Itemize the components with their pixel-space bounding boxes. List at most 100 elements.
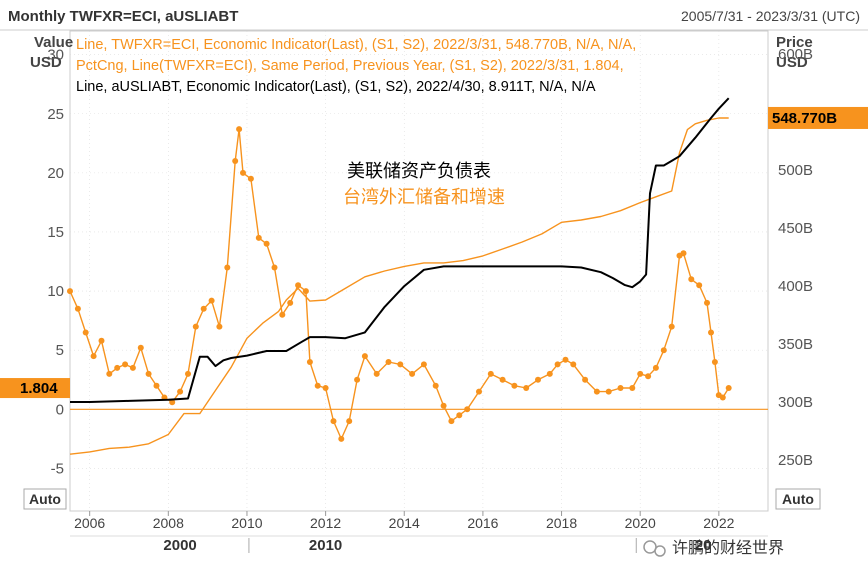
series-point — [511, 382, 518, 389]
series-point — [637, 370, 644, 377]
right-value-badge: 548.770B — [768, 106, 868, 129]
series-point — [177, 388, 184, 395]
series-point — [652, 364, 659, 371]
series-point — [440, 402, 447, 409]
left-tick-label: 0 — [56, 401, 64, 418]
left-tick-label: -5 — [51, 460, 64, 477]
series-point — [719, 394, 726, 401]
series-point — [708, 329, 714, 336]
right-value-badge-text: 548.770B — [772, 110, 837, 127]
x-tick-label: 2020 — [625, 515, 656, 531]
x-major-label: 2010 — [309, 537, 342, 554]
series-point — [711, 359, 718, 365]
left-tick-label: 30 — [47, 47, 64, 64]
right-tick-label: 350B — [778, 336, 813, 353]
legend-line-2: PctCng, Line(TWFXR=ECI), Same Period, Pr… — [76, 58, 624, 74]
series-point — [67, 288, 73, 295]
right-value-badge-bg — [768, 106, 868, 129]
left-tick-label: 15 — [47, 224, 64, 241]
series-point — [302, 288, 309, 295]
left-auto-button-label[interactable]: Auto — [29, 491, 61, 507]
left-axis-title-line1: Value — [34, 34, 73, 51]
series-point — [570, 361, 577, 368]
series-point — [314, 382, 321, 389]
left-auto-button[interactable]: Auto — [23, 488, 67, 510]
right-auto-button-label[interactable]: Auto — [782, 491, 814, 507]
legend-line-3: Line, aUSLIABT, Economic Indicator(Last)… — [76, 79, 596, 95]
header-bar — [0, 0, 868, 30]
series-point — [90, 353, 97, 360]
series-point — [523, 385, 530, 391]
left-value-badge-bg — [0, 378, 70, 399]
right-tick-label: 450B — [778, 220, 813, 237]
series-point — [456, 412, 463, 419]
right-auto-button[interactable]: Auto — [775, 488, 821, 510]
left-tick-label: 20 — [47, 165, 64, 182]
series-point — [306, 359, 313, 365]
series-point — [82, 329, 89, 336]
x-tick-label: 2018 — [546, 515, 577, 531]
series-point — [696, 282, 703, 289]
series-point — [122, 361, 129, 368]
series-point — [373, 370, 380, 377]
series-point — [397, 361, 404, 368]
x-major-label: 20 — [695, 537, 712, 554]
right-axis-title-line1: Price — [776, 34, 813, 51]
series-point — [535, 376, 541, 383]
series-point — [137, 344, 144, 351]
series-point — [74, 305, 81, 312]
x-tick-label: 2016 — [467, 515, 498, 531]
series-point — [236, 126, 243, 133]
series-point — [432, 382, 439, 389]
right-tick-label: 250B — [778, 452, 813, 469]
x-tick-label: 2012 — [310, 515, 341, 531]
series-point — [279, 311, 286, 318]
series-point — [232, 158, 239, 164]
series-point — [680, 250, 687, 257]
series-point — [98, 337, 105, 344]
series-point — [224, 264, 231, 271]
series-point — [629, 385, 636, 391]
series-layer — [67, 97, 732, 455]
watermark-text: 许鹏的财经世界 — [672, 538, 784, 557]
series-point — [725, 385, 732, 391]
annotation-fed-balance-sheet: 美联储资产负债表 — [347, 161, 491, 182]
left-tick-label: 25 — [47, 106, 64, 123]
series-point — [169, 399, 176, 406]
series-point — [668, 323, 675, 330]
chart-title: Monthly TWFXR=ECI, aUSLIABT — [8, 8, 238, 25]
x-axis-major-labels: 2000 2010 20 — [163, 537, 711, 554]
series-point — [660, 347, 667, 354]
series-point — [487, 370, 494, 377]
series-point — [338, 435, 345, 442]
series-point — [354, 376, 361, 383]
series-point — [247, 175, 254, 182]
wechat-icon — [643, 540, 657, 554]
series-point — [322, 385, 329, 391]
series-point — [240, 169, 246, 176]
series-line-2 — [70, 97, 730, 403]
right-auto-button-frame[interactable] — [775, 488, 821, 510]
series-point — [593, 388, 600, 395]
plot-area — [69, 30, 769, 512]
left-axis-ticks: -5 0 5 10 15 20 25 30 — [47, 47, 64, 478]
date-range: 2005/7/31 - 2023/3/31 (UTC) — [681, 8, 860, 24]
series-line-0 — [69, 117, 729, 455]
left-auto-button-frame[interactable] — [23, 488, 67, 510]
series-point — [361, 353, 368, 360]
series-point — [448, 418, 455, 425]
left-tick-label: 10 — [47, 283, 64, 300]
right-tick-label: 600B — [778, 46, 813, 63]
series-point — [605, 388, 612, 395]
series-point — [106, 370, 113, 377]
right-tick-label: 400B — [778, 278, 813, 295]
series-point — [499, 376, 506, 383]
series-point — [114, 364, 121, 371]
x-major-label: 2000 — [163, 537, 196, 554]
series-point — [582, 376, 589, 383]
series-point — [287, 299, 294, 306]
x-tick-label: 2006 — [74, 515, 105, 531]
x-tick-label: 2022 — [703, 515, 734, 531]
